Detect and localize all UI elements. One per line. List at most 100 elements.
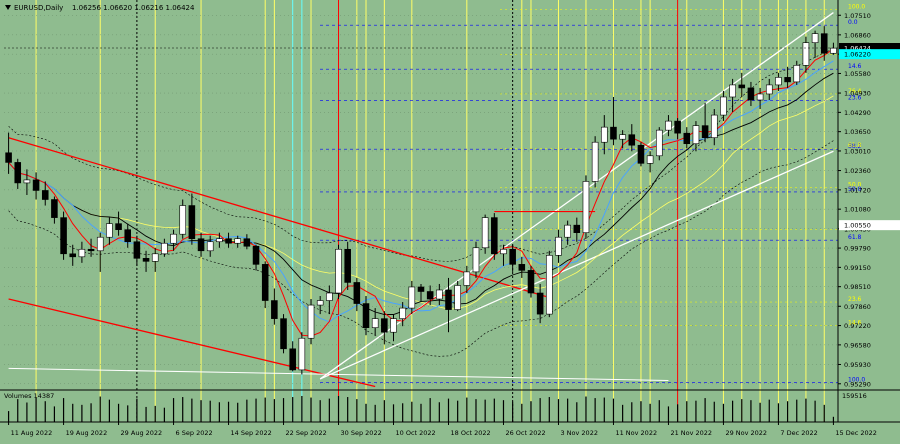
- candle[interactable]: [481, 217, 489, 249]
- candle[interactable]: [619, 134, 626, 140]
- candle[interactable]: [243, 238, 251, 247]
- candle[interactable]: [683, 132, 691, 145]
- candle[interactable]: [106, 223, 113, 238]
- candle[interactable]: [161, 242, 168, 255]
- candle[interactable]: [78, 248, 86, 258]
- candle[interactable]: [289, 348, 296, 371]
- candle[interactable]: [5, 152, 12, 163]
- candle[interactable]: [720, 96, 727, 116]
- candle[interactable]: [151, 253, 159, 262]
- candle[interactable]: [170, 233, 177, 244]
- candle[interactable]: [32, 179, 40, 191]
- candle[interactable]: [344, 248, 351, 283]
- candle[interactable]: [280, 318, 287, 350]
- candle[interactable]: [802, 42, 810, 66]
- candle[interactable]: [665, 120, 672, 131]
- candle[interactable]: [747, 87, 755, 101]
- candle[interactable]: [206, 241, 214, 252]
- candle[interactable]: [115, 223, 122, 230]
- candle[interactable]: [546, 255, 553, 315]
- price-tick-label: 1.04930: [844, 90, 871, 98]
- candle[interactable]: [298, 337, 306, 371]
- candle[interactable]: [784, 77, 791, 83]
- candle[interactable]: [729, 84, 736, 98]
- candle[interactable]: [124, 229, 132, 243]
- candle[interactable]: [234, 238, 241, 244]
- candle[interactable]: [23, 179, 31, 184]
- candle[interactable]: [14, 162, 22, 184]
- candle[interactable]: [674, 120, 681, 134]
- candle[interactable]: [69, 253, 77, 258]
- candle[interactable]: [454, 285, 461, 310]
- candle[interactable]: [408, 286, 416, 309]
- candle[interactable]: [41, 190, 49, 200]
- candle[interactable]: [610, 126, 617, 140]
- candle[interactable]: [491, 217, 498, 255]
- candle[interactable]: [316, 300, 324, 306]
- candle[interactable]: [582, 181, 590, 233]
- trend-red-upper: [8, 137, 550, 299]
- candle[interactable]: [500, 248, 507, 255]
- candle[interactable]: [133, 241, 141, 259]
- aux-price-label: 1.00550: [844, 222, 871, 230]
- candle[interactable]: [399, 307, 406, 319]
- candle[interactable]: [87, 248, 95, 252]
- candle[interactable]: [701, 125, 709, 138]
- candle[interactable]: [710, 114, 718, 138]
- candle[interactable]: [811, 33, 819, 43]
- candle[interactable]: [692, 125, 700, 145]
- candle[interactable]: [793, 65, 801, 83]
- candle[interactable]: [216, 238, 223, 243]
- candle[interactable]: [381, 318, 388, 333]
- candle[interactable]: [738, 84, 746, 89]
- candle[interactable]: [628, 134, 636, 146]
- date-tick-label: 11 Aug 2022: [11, 429, 53, 437]
- candle[interactable]: [371, 318, 379, 328]
- candle[interactable]: [307, 304, 315, 339]
- candle[interactable]: [261, 264, 269, 301]
- candle[interactable]: [188, 205, 196, 240]
- candle[interactable]: [463, 271, 471, 286]
- price-tick-label: 0.95930: [844, 361, 871, 369]
- candle[interactable]: [472, 247, 480, 273]
- candle[interactable]: [197, 238, 205, 252]
- candle[interactable]: [335, 248, 342, 294]
- candle[interactable]: [142, 258, 150, 262]
- candle[interactable]: [362, 303, 370, 328]
- gann-level-label: 76.4: [848, 88, 862, 95]
- candle[interactable]: [225, 238, 232, 244]
- candle[interactable]: [637, 144, 645, 164]
- candle[interactable]: [527, 270, 535, 294]
- candle[interactable]: [252, 245, 260, 265]
- candle[interactable]: [436, 289, 443, 300]
- candle[interactable]: [830, 47, 837, 54]
- candle[interactable]: [271, 300, 278, 319]
- candle[interactable]: [765, 84, 773, 95]
- candle[interactable]: [60, 217, 67, 255]
- candle[interactable]: [591, 141, 599, 182]
- candle[interactable]: [536, 292, 544, 315]
- candle[interactable]: [445, 289, 452, 310]
- candle[interactable]: [656, 129, 663, 157]
- candle[interactable]: [426, 291, 434, 300]
- candle[interactable]: [601, 126, 608, 143]
- candle[interactable]: [96, 236, 104, 252]
- candle[interactable]: [390, 318, 397, 333]
- candle[interactable]: [326, 292, 333, 301]
- candle[interactable]: [646, 155, 654, 164]
- candle[interactable]: [509, 248, 516, 265]
- candle[interactable]: [417, 286, 425, 292]
- candle[interactable]: [573, 224, 581, 233]
- candle[interactable]: [555, 236, 562, 256]
- candle[interactable]: [820, 33, 828, 54]
- chart-menu-icon[interactable]: [5, 5, 11, 10]
- candle[interactable]: [353, 282, 361, 304]
- price-tick-label: 0.98510: [844, 283, 871, 291]
- candle[interactable]: [518, 264, 526, 271]
- candle[interactable]: [179, 205, 186, 235]
- candle[interactable]: [775, 77, 782, 86]
- candle[interactable]: [51, 199, 58, 218]
- symbol-label: EURUSD,Daily: [14, 4, 63, 12]
- candle[interactable]: [564, 224, 571, 238]
- candle[interactable]: [756, 93, 764, 101]
